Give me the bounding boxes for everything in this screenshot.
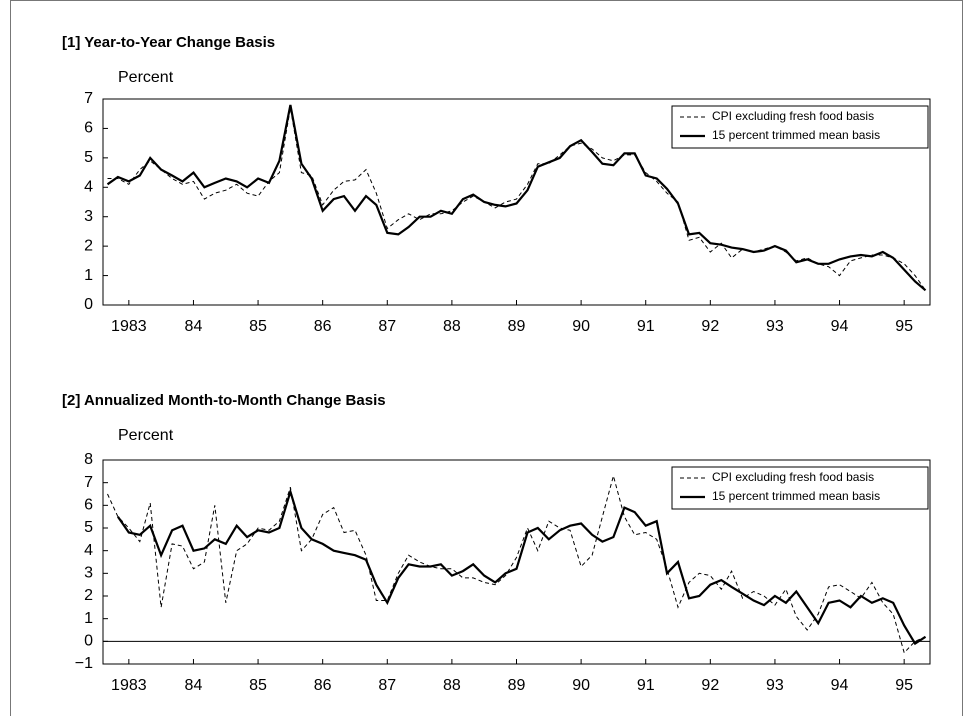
y-tick-label: −1 (75, 655, 93, 672)
y-tick-label: 1 (84, 610, 93, 627)
y-tick-label: 2 (84, 587, 93, 604)
y-tick-label: 4 (84, 542, 93, 559)
x-tick-label: 87 (378, 677, 396, 694)
x-tick-label: 91 (637, 677, 655, 694)
x-tick-label: 1983 (111, 677, 147, 694)
series-line (106, 104, 927, 292)
x-tick-label: 85 (249, 318, 267, 335)
legend-label: 15 percent trimmed mean basis (712, 489, 880, 503)
y-tick-label: 6 (84, 497, 93, 514)
x-tick-label: 88 (443, 677, 461, 694)
x-tick-label: 93 (766, 318, 784, 335)
x-tick-label: 94 (831, 677, 849, 694)
y-tick-label: 5 (84, 149, 93, 166)
chart-title: [2] Annualized Month-to-Month Change Bas… (62, 392, 386, 409)
x-tick-label: 87 (378, 318, 396, 335)
x-tick-label: 90 (572, 677, 590, 694)
x-tick-label: 89 (508, 318, 526, 335)
x-tick-label: 84 (185, 677, 203, 694)
x-tick-label: 91 (637, 318, 655, 335)
y-tick-label: 0 (84, 296, 93, 313)
x-tick-label: 95 (895, 677, 913, 694)
y-tick-label: 1 (84, 267, 93, 284)
series-line (107, 107, 926, 291)
y-tick-label: 0 (84, 633, 93, 650)
y-tick-label: 7 (84, 474, 93, 491)
x-tick-label: 88 (443, 318, 461, 335)
chart-title: [1] Year-to-Year Change Basis (62, 34, 275, 51)
legend-label: 15 percent trimmed mean basis (712, 128, 880, 142)
y-axis-label: Percent (118, 427, 174, 444)
y-tick-label: 7 (84, 90, 93, 107)
y-tick-label: 8 (84, 451, 93, 468)
legend-label: CPI excluding fresh food basis (712, 109, 874, 123)
y-tick-label: 6 (84, 120, 93, 137)
y-tick-label: 3 (84, 208, 93, 225)
y-tick-label: 2 (84, 237, 93, 254)
y-tick-label: 5 (84, 519, 93, 536)
x-tick-label: 89 (508, 677, 526, 694)
x-tick-label: 1983 (111, 318, 147, 335)
x-tick-label: 90 (572, 318, 590, 335)
x-tick-label: 84 (185, 318, 203, 335)
legend-label: CPI excluding fresh food basis (712, 470, 874, 484)
x-tick-label: 92 (701, 677, 719, 694)
x-tick-label: 86 (314, 677, 332, 694)
y-tick-label: 4 (84, 179, 93, 196)
legend-box (671, 105, 929, 149)
x-tick-label: 92 (701, 318, 719, 335)
legend-box (671, 466, 929, 510)
x-tick-label: 94 (831, 318, 849, 335)
x-tick-label: 93 (766, 677, 784, 694)
series-line (116, 487, 927, 646)
y-axis-label: Percent (118, 69, 174, 86)
x-tick-label: 95 (895, 318, 913, 335)
y-tick-label: 3 (84, 565, 93, 582)
x-tick-label: 86 (314, 318, 332, 335)
x-tick-label: 85 (249, 677, 267, 694)
